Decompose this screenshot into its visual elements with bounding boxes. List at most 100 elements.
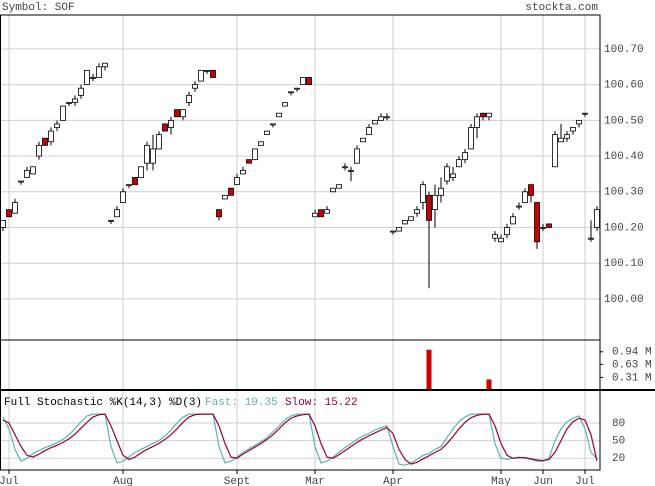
y-tick-label: 100.10 (604, 258, 644, 270)
candle-body (150, 148, 156, 164)
candle-body (276, 112, 282, 118)
candle-body (288, 91, 294, 94)
candle-body (138, 166, 144, 178)
candle-body (594, 209, 600, 228)
candle-body (90, 77, 96, 79)
candle-body (0, 219, 6, 228)
candle-body (312, 212, 318, 218)
candle-body (474, 116, 480, 128)
candle-body (498, 237, 504, 243)
candle-body (198, 69, 204, 82)
panel-frame (0, 14, 601, 341)
candle-body (120, 191, 126, 203)
y-tick-label: 80 (612, 418, 625, 430)
candle-body (102, 62, 108, 68)
candle-body (174, 109, 180, 118)
stochastic-line (2, 413, 598, 465)
candle-body (486, 112, 492, 118)
candle-body (462, 152, 468, 161)
candle-body (492, 234, 498, 239)
candle-body (216, 209, 222, 218)
y-tick-label: 0.63 M (612, 359, 652, 371)
candle-body (228, 187, 234, 196)
candle-body (186, 94, 192, 103)
candle-body (18, 180, 24, 183)
symbol-label: Symbol: SOF (2, 2, 75, 14)
candle-body (342, 166, 348, 169)
candle-body (402, 219, 408, 225)
candle-body (78, 87, 84, 96)
candle-body (222, 194, 228, 200)
candle-body (144, 144, 150, 164)
candle-body (48, 130, 54, 143)
candle-body (330, 187, 336, 193)
candle-body (570, 127, 576, 132)
candle-body (468, 127, 474, 150)
candle-body (588, 237, 594, 240)
candle-body (444, 166, 450, 182)
candle-body (54, 123, 60, 128)
candle-body (240, 169, 246, 175)
y-tick-label: 100.60 (604, 80, 644, 92)
candle-body (336, 184, 342, 189)
candle-body (270, 123, 276, 126)
candle-body (114, 209, 120, 218)
candle-body (552, 134, 558, 168)
candle-body (252, 148, 258, 161)
y-tick-label: 50 (612, 435, 625, 447)
candle-body (510, 216, 516, 225)
candle-body (30, 166, 36, 175)
candle-body (582, 112, 588, 115)
site-label: stockta.com (525, 2, 598, 14)
candle-body (372, 119, 378, 125)
candle-body (564, 134, 570, 139)
y-tick-label: 0.31 M (612, 372, 652, 384)
y-tick-label: 100.20 (604, 222, 644, 234)
candle-body (264, 130, 270, 136)
candle-body (576, 119, 582, 125)
candle-body (360, 137, 366, 143)
candle-body (24, 169, 30, 178)
legend-entry: Slow: 15.22 (285, 397, 358, 409)
candle-body (36, 144, 42, 157)
candle-body (234, 177, 240, 186)
candle-body (408, 216, 414, 221)
x-tick-label: Aug (113, 476, 133, 486)
candle-body (294, 87, 300, 90)
candle-body (384, 116, 390, 119)
y-tick-label: 20 (612, 453, 625, 465)
candle-body (132, 177, 138, 186)
candle-body (480, 112, 486, 118)
candle-body (84, 69, 90, 86)
x-tick-label: Jun (533, 476, 553, 486)
candle-body (504, 227, 510, 236)
candle-body (558, 137, 564, 143)
y-tick-label: 100.40 (604, 151, 644, 163)
candle-body (426, 194, 432, 221)
candle-body (546, 223, 552, 228)
candle-body (318, 209, 324, 218)
candle-body (300, 77, 306, 86)
candle-body (162, 123, 168, 132)
y-tick-label: 0.94 M (612, 347, 652, 359)
candle-body (258, 141, 264, 146)
candle-body (354, 148, 360, 164)
candle-body (516, 205, 522, 208)
candle-body (192, 84, 198, 89)
candle-body (450, 173, 456, 178)
candle-body (66, 102, 72, 104)
x-tick-label: Sept (224, 476, 250, 486)
x-tick-label: Apr (383, 476, 403, 486)
candle-body (6, 209, 12, 218)
candle-body (168, 119, 174, 128)
candle-body (414, 209, 420, 214)
y-tick-label: 100.50 (604, 115, 644, 127)
candle-body (96, 66, 102, 78)
volume-bar (486, 379, 492, 390)
candle-body (60, 105, 66, 121)
candle-body (204, 69, 210, 72)
candle-body (534, 202, 540, 243)
panel-frame (0, 339, 601, 391)
x-tick-label: Mar (305, 476, 325, 486)
